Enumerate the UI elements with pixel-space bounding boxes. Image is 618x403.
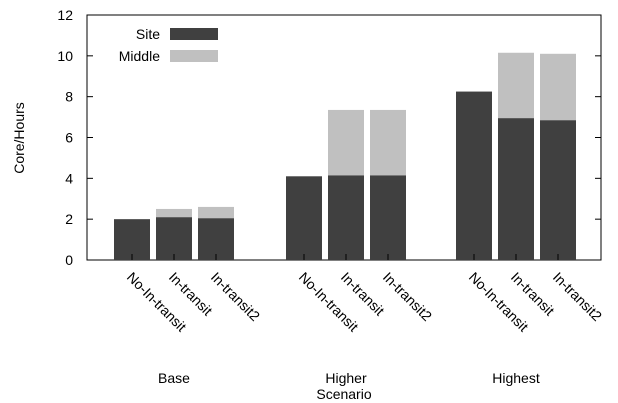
bar-middle-highest-2 xyxy=(540,53,576,121)
bar-middle-higher-1 xyxy=(328,109,364,176)
bar-site-higher-0 xyxy=(286,176,322,260)
y-tick-label: 2 xyxy=(65,211,73,227)
legend-label-middle: Middle xyxy=(119,48,160,64)
y-tick-label: 10 xyxy=(57,48,73,64)
bar-middle-base-2 xyxy=(198,206,234,219)
y-tick-label: 0 xyxy=(65,252,73,268)
bar-site-higher-1 xyxy=(328,175,364,260)
bar-site-highest-2 xyxy=(540,120,576,260)
legend-label-site: Site xyxy=(136,26,160,42)
legend: Site Middle xyxy=(119,26,218,64)
bar-site-base-1 xyxy=(156,217,192,260)
x-category-label: In-transit2 xyxy=(380,269,435,324)
group-label-base: Base xyxy=(158,370,190,386)
bar-site-base-0 xyxy=(114,219,150,260)
group-label-highest: Highest xyxy=(492,370,540,386)
x-category-label: In-transit2 xyxy=(208,269,263,324)
y-axis: 0 2 4 6 8 10 12 xyxy=(57,7,601,268)
bar-middle-base-1 xyxy=(156,208,192,218)
group-label-higher: Higher xyxy=(325,370,367,386)
bar-site-higher-2 xyxy=(370,175,406,260)
y-tick-label: 4 xyxy=(65,170,73,186)
x-axis: No-In-transitIn-transitIn-transit2BaseNo… xyxy=(124,254,605,386)
bar-middle-higher-2 xyxy=(370,109,406,176)
legend-swatch-site xyxy=(170,28,218,40)
bar-middle-highest-1 xyxy=(498,52,534,119)
bar-site-highest-0 xyxy=(456,91,492,260)
y-tick-label: 6 xyxy=(65,130,73,146)
y-tick-label: 12 xyxy=(57,7,73,23)
legend-swatch-middle xyxy=(170,50,218,62)
y-axis-title: Core/Hours xyxy=(11,102,27,174)
bar-site-base-2 xyxy=(198,218,234,260)
bar-site-highest-1 xyxy=(498,118,534,261)
bars xyxy=(114,52,576,261)
x-axis-title: Scenario xyxy=(316,386,371,402)
y-tick-label: 8 xyxy=(65,89,73,105)
x-category-label: In-transit2 xyxy=(550,269,605,324)
